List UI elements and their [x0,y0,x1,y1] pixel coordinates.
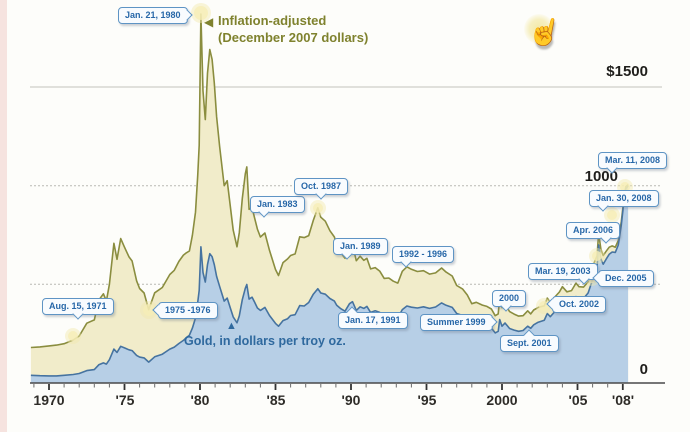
cursor-glow-highlight [524,14,554,44]
annotation-mar-19-2003[interactable]: Mar. 19, 2003 [528,263,598,280]
annotation-1975-1976[interactable]: 1975 -1976 [158,302,218,319]
x-tick-80: '80 [190,392,210,408]
left-edge-strip [0,0,7,432]
annotation-mar-11-2008[interactable]: Mar. 11, 2008 [598,152,668,169]
annotation-dec-2005[interactable]: Dec. 2005 [598,270,654,287]
gold-series-triangle-marker-icon: ▲ [226,320,237,332]
annotation-1992-1996[interactable]: 1992 - 1996 [392,246,455,263]
annotation-jan-21-1980[interactable]: Jan. 21, 1980 [118,7,188,24]
annotation-sept-2001[interactable]: Sept. 2001 [500,335,559,352]
x-tick-2000: 2000 [486,392,518,408]
x-tick-85: '85 [266,392,286,408]
x-tick-05: '05 [568,392,588,408]
annotation-oct-2002[interactable]: Oct. 2002 [552,296,607,313]
annotation-jan-1983[interactable]: Jan. 1983 [250,196,305,213]
annotation-aug-15-1971[interactable]: Aug. 15, 1971 [42,298,114,315]
annotation-jan-30-2008[interactable]: Jan. 30, 2008 [589,190,659,207]
gold-series-label: Gold, in dollars per troy oz. [184,334,346,348]
x-tick-08: '08' [611,392,635,408]
annotation-oct-1987[interactable]: Oct. 1987 [294,178,349,195]
legend-inflation-adjusted-line2: (December 2007 dollars) [218,30,369,45]
x-tick-90: '90 [341,392,361,408]
y-tick-1500: $1500 [606,63,648,80]
x-tick-95: '95 [417,392,437,408]
x-tick-75: '75 [115,392,135,408]
annotation-2000[interactable]: 2000 [492,290,527,307]
pointing-hand-cursor-icon: ☝ [525,13,565,51]
annotation-apr-2006[interactable]: Apr. 2006 [566,222,621,239]
x-tick-1970: 1970 [33,392,65,408]
legend-inflation-adjusted-line1: Inflation-adjusted [218,13,327,28]
annotation-jan-17-1991[interactable]: Jan. 17, 1991 [338,312,408,329]
annotation-summer-1999[interactable]: Summer 1999 [420,314,493,331]
annotation-jan-1989[interactable]: Jan. 1989 [333,238,388,255]
legend-left-arrow-icon: ◀ [204,15,214,29]
y-tick-0: 0 [639,361,648,378]
